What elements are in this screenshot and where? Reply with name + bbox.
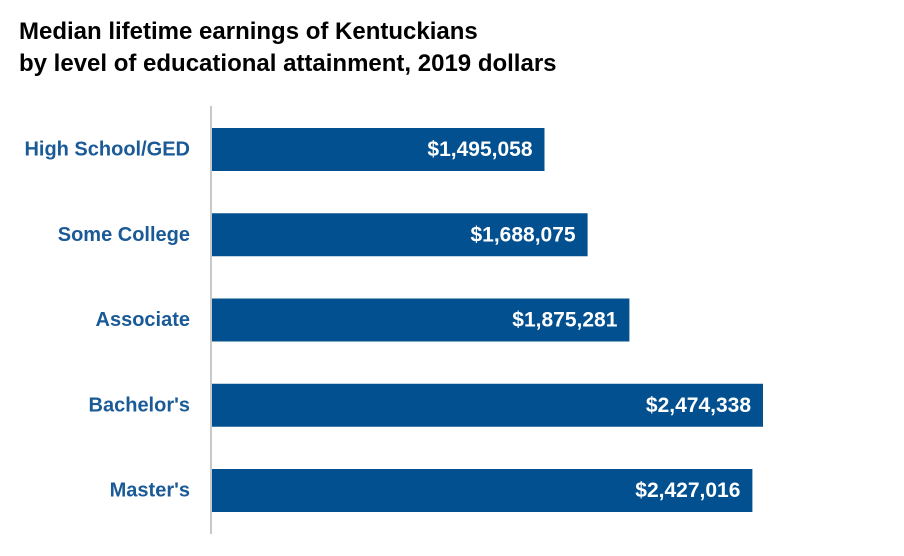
- data-label-bachelor-s: $2,474,338: [646, 394, 751, 417]
- bar-high-school-ged: [211, 128, 545, 171]
- data-label-master-s: $2,427,016: [635, 479, 740, 502]
- chart-title-line-1: Median lifetime earnings of Kentuckians: [19, 18, 478, 45]
- bar-bachelor-s: [211, 383, 763, 427]
- data-label-associate: $1,875,281: [512, 309, 617, 332]
- bar-master-s: [211, 469, 753, 512]
- chart-title: Median lifetime earnings of Kentuckians …: [19, 16, 557, 80]
- labels-layer: High School/GED $1,495,058 Some College $1,…: [24, 138, 751, 502]
- bar-associate: [211, 298, 630, 342]
- data-label-some-college: $1,688,075: [470, 223, 575, 246]
- bars-layer: [211, 128, 763, 512]
- category-label-master-s: Master's: [110, 480, 190, 502]
- data-label-high-school-ged: $1,495,058: [427, 138, 532, 161]
- category-label-some-college: Some College: [58, 224, 190, 246]
- category-label-high-school-ged: High School/GED: [24, 139, 190, 161]
- chart-title-line-2: by level of educational attainment, 2019…: [19, 50, 557, 77]
- category-label-bachelor-s: Bachelor's: [89, 394, 190, 416]
- category-label-associate: Associate: [96, 309, 191, 331]
- bar-some-college: [211, 213, 588, 257]
